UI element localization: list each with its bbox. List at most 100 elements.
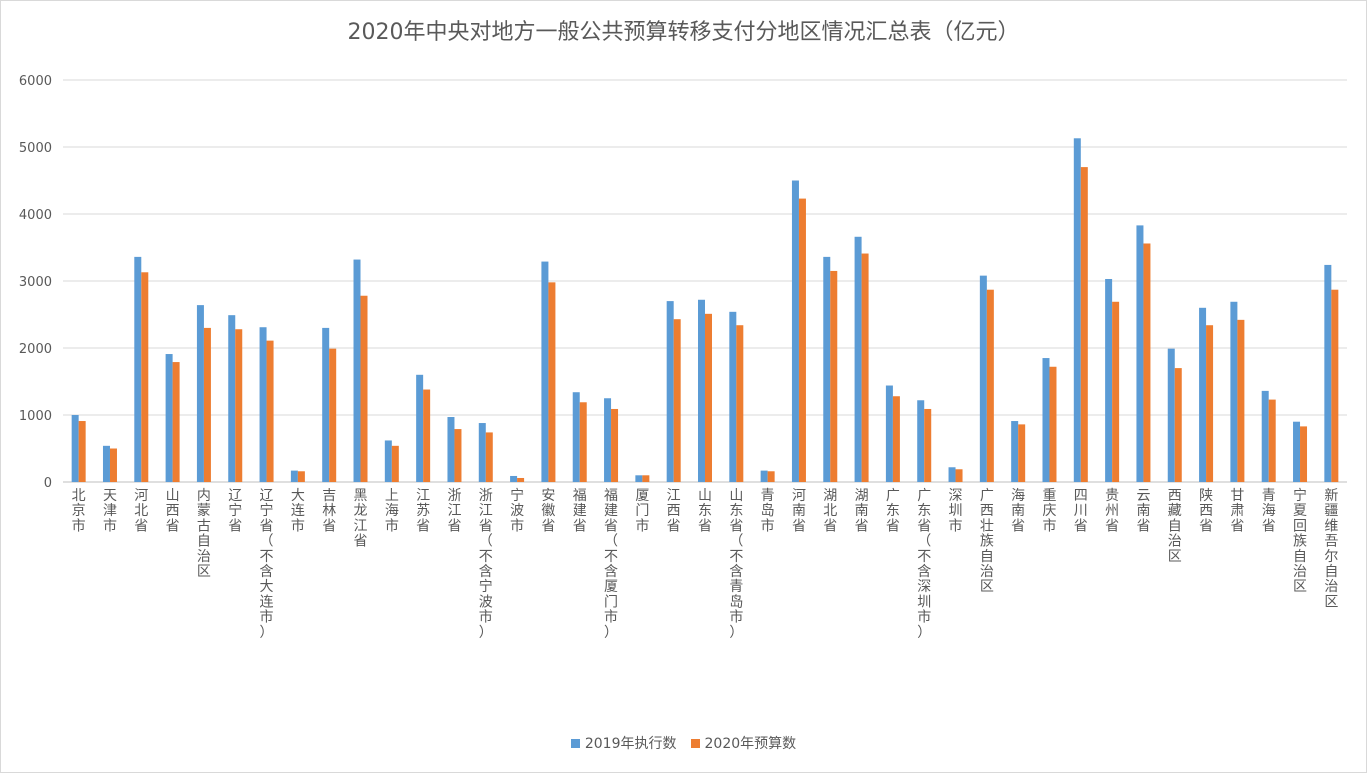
bar-series-1-28 bbox=[948, 467, 956, 482]
bar-series-1-0 bbox=[71, 415, 79, 482]
y-tick-label: 5000 bbox=[19, 141, 52, 156]
x-category-label: 湖南省 bbox=[855, 488, 869, 534]
bar-series-1-12 bbox=[447, 417, 455, 482]
x-category-label: 青海省 bbox=[1262, 488, 1276, 534]
x-category-label: 宁波市 bbox=[510, 487, 524, 534]
x-category-label: 山东省（不含青岛市） bbox=[729, 488, 743, 641]
bar-series-1-35 bbox=[1167, 348, 1175, 482]
x-category-label: 广西壮族自治区 bbox=[980, 488, 994, 595]
legend-swatch-series-2 bbox=[690, 738, 700, 748]
x-category-label: 福建省 bbox=[573, 488, 587, 534]
bar-series-2-6 bbox=[266, 340, 274, 482]
x-category-label: 云南省 bbox=[1136, 488, 1150, 534]
bar-series-1-26 bbox=[885, 385, 893, 482]
bar-series-1-14 bbox=[510, 475, 518, 482]
bar-series-2-31 bbox=[1049, 366, 1057, 482]
bar-series-2-35 bbox=[1174, 368, 1182, 482]
bar-series-2-38 bbox=[1268, 399, 1276, 482]
bar-series-1-4 bbox=[196, 305, 204, 482]
bar-series-2-14 bbox=[517, 477, 525, 482]
legend-item-series-2: 2020年预算数 bbox=[690, 733, 796, 753]
bar-series-1-1 bbox=[102, 445, 110, 482]
x-category-label: 厦门市 bbox=[635, 488, 649, 534]
bar-series-2-19 bbox=[673, 319, 681, 482]
bar-series-2-9 bbox=[360, 295, 368, 482]
bar-series-1-8 bbox=[322, 327, 330, 482]
bar-series-1-13 bbox=[478, 423, 486, 482]
bar-series-1-17 bbox=[604, 398, 612, 482]
bar-series-2-1 bbox=[109, 448, 117, 482]
bar-series-1-3 bbox=[165, 354, 173, 482]
bar-series-2-37 bbox=[1237, 319, 1245, 482]
bar-series-1-7 bbox=[290, 470, 298, 482]
x-axis-categories: 北京市 天津市 河北省 山西省 内蒙古自治区 辽宁省 辽宁省（不含大连市） 大连市 吉林省 黑龙江… bbox=[72, 487, 1339, 641]
x-category-label: 四川省 bbox=[1074, 488, 1088, 534]
bar-series-1-34 bbox=[1136, 225, 1144, 482]
x-category-label: 安徽省 bbox=[541, 488, 555, 534]
bar-series-2-23 bbox=[798, 198, 806, 482]
bar-series-2-24 bbox=[830, 270, 838, 482]
bar-series-1-29 bbox=[979, 275, 987, 482]
x-category-label: 浙江省 bbox=[447, 488, 461, 534]
bar-series-2-39 bbox=[1300, 426, 1308, 482]
bar-series-1-32 bbox=[1073, 138, 1081, 483]
y-tick-label: 3000 bbox=[19, 275, 52, 290]
bar-series-2-28 bbox=[955, 469, 963, 482]
bar-series-2-2 bbox=[141, 272, 149, 482]
legend-item-series-1: 2019年执行数 bbox=[570, 733, 677, 753]
legend-swatch-series-1 bbox=[570, 738, 580, 748]
x-category-label: 大连市 bbox=[291, 488, 305, 534]
bar-series-2-21 bbox=[736, 325, 744, 482]
bar-series-2-25 bbox=[861, 253, 869, 482]
bar-series-1-40 bbox=[1324, 264, 1332, 482]
bar-series-2-34 bbox=[1143, 243, 1151, 482]
bar-series-1-37 bbox=[1230, 301, 1238, 482]
x-category-label: 内蒙古自治区 bbox=[197, 488, 211, 580]
bar-series-1-25 bbox=[854, 236, 862, 482]
y-axis-ticks: 0 1000 2000 3000 4000 5000 6000 bbox=[19, 74, 52, 491]
bar-series-2-5 bbox=[235, 329, 243, 482]
x-category-label: 重庆市 bbox=[1042, 488, 1056, 534]
bar-series-1-27 bbox=[917, 400, 925, 482]
bar-series-1-11 bbox=[416, 374, 424, 482]
legend-label-series-1: 2019年执行数 bbox=[584, 736, 677, 752]
bar-series-2-16 bbox=[579, 402, 587, 482]
x-category-label: 山西省 bbox=[166, 488, 180, 534]
x-category-label: 吉林省 bbox=[322, 488, 336, 534]
bar-series-1-30 bbox=[1011, 421, 1019, 482]
y-tick-label: 6000 bbox=[19, 74, 52, 89]
y-tick-label: 1000 bbox=[19, 409, 52, 424]
bar-series-1-6 bbox=[259, 327, 267, 482]
x-category-label: 河南省 bbox=[792, 488, 806, 534]
bar-series-2-17 bbox=[611, 408, 619, 482]
bar-series-2-36 bbox=[1206, 325, 1214, 482]
x-category-label: 宁夏回族自治区 bbox=[1293, 487, 1307, 595]
bar-series-1-19 bbox=[666, 301, 674, 482]
bar-series-2-12 bbox=[454, 429, 462, 482]
bar-series-2-7 bbox=[297, 471, 305, 482]
x-category-label: 河北省 bbox=[134, 488, 148, 534]
bar-series-1-31 bbox=[1042, 358, 1050, 482]
x-category-label: 青岛市 bbox=[761, 488, 775, 534]
x-category-label: 江西省 bbox=[667, 488, 681, 534]
x-category-label: 辽宁省 bbox=[228, 488, 242, 534]
y-tick-label: 4000 bbox=[19, 208, 52, 223]
bar-series-1-36 bbox=[1199, 307, 1207, 482]
bar-series-2-26 bbox=[892, 396, 900, 482]
x-category-label: 天津市 bbox=[103, 488, 117, 534]
bar-series-2-15 bbox=[548, 282, 556, 482]
bar-series-1-16 bbox=[572, 392, 580, 482]
bar-series-2-3 bbox=[172, 362, 180, 482]
bar-series-1-33 bbox=[1105, 278, 1113, 482]
bar-series-1-10 bbox=[384, 440, 392, 482]
x-category-label: 辽宁省（不含大连市） bbox=[260, 488, 274, 641]
bar-series-2-8 bbox=[329, 348, 337, 482]
bar-series-2-40 bbox=[1331, 289, 1339, 482]
x-category-label: 黑龙江省 bbox=[354, 488, 368, 550]
x-category-label: 江苏省 bbox=[416, 488, 430, 534]
bar-series-2-27 bbox=[924, 408, 932, 482]
bar-series-2-18 bbox=[642, 475, 650, 482]
x-category-label: 陕西省 bbox=[1199, 488, 1213, 534]
y-tick-label: 0 bbox=[44, 476, 52, 491]
bar-series-2-22 bbox=[767, 471, 775, 482]
